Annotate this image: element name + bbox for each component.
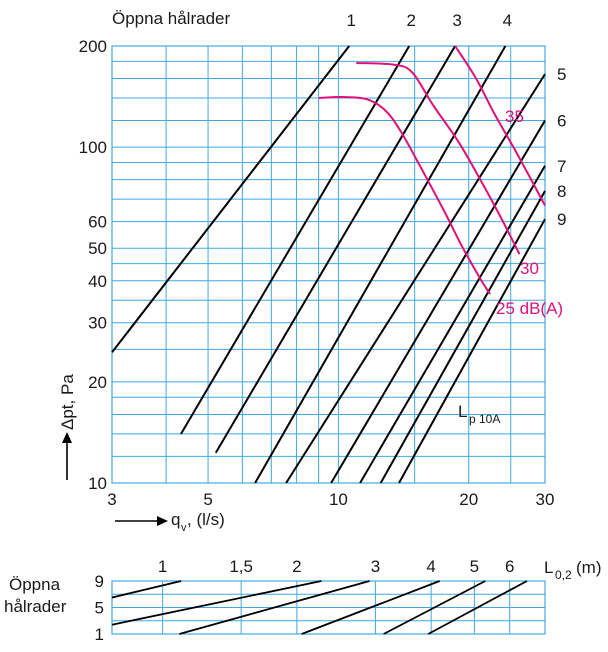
bottom-x-tick-label: 2 [292,557,301,576]
bottom-x-tick-label: 1 [158,557,167,576]
series-label-8: 8 [557,182,566,201]
y-tick-label: 10 [88,474,107,493]
bottom-chart-tick-labels: 1 1,5 2 3 4 5 6 1 5 9 [95,557,515,644]
y-tick-label: 40 [88,272,107,291]
bottom-x-axis-label: L 0,2 (m) [544,558,601,582]
x-tick-label: 20 [459,490,478,509]
sound-curve-label-2: 35 [505,107,524,126]
series-line-7 [359,165,546,484]
y-axis-label: Δpt, Pa [58,374,77,480]
bottom-x-tick-label: 1,5 [229,557,253,576]
series-line-9 [398,218,546,484]
bottom-line-1 [111,580,322,626]
bottom-x-label-sub: 0,2 [555,568,572,582]
y-tick-label: 200 [79,37,107,56]
bottom-line-0 [111,580,182,599]
series-label-5: 5 [557,65,566,84]
series-label-main: L [458,402,467,421]
sound-curve-label-1: 30 [520,259,539,278]
bottom-y-tick-label: 1 [95,625,104,644]
bottom-y-label-line1: Öppna [9,575,61,594]
bottom-x-tick-label: 5 [470,557,479,576]
sound-curve-label-0: 25 dB(A) [496,299,563,318]
bottom-x-tick-label: 6 [505,557,514,576]
bottom-y-label-line2: hålrader [4,597,67,616]
bottom-chart-lines [111,580,528,635]
main-chart-lines [111,45,546,484]
x-axis-label: q v , (l/s) [115,510,225,534]
bottom-chart-grid [111,580,546,635]
top-label-open-rows: Öppna hålrader [112,9,230,28]
bottom-y-tick-label: 9 [95,572,104,591]
series-label-9: 9 [557,210,566,229]
series-label-6: 6 [557,112,566,131]
main-chart-sound-curves: 25 dB(A) 30 35 [318,45,563,318]
bottom-line-5 [427,580,528,635]
series-line-4 [254,45,507,484]
x-tick-label: 5 [203,490,212,509]
series-label-sub: p 10A [469,412,500,426]
bottom-x-tick-label: 3 [371,557,380,576]
series-label-2: 2 [406,11,415,30]
bottom-line-2 [179,580,370,635]
bottom-x-label-main: L [544,558,553,577]
series-line-5 [285,73,546,484]
x-axis-label-rest: , (l/s) [187,510,225,529]
x-tick-label: 3 [107,490,116,509]
bottom-plot-frame [111,580,546,635]
series-label-1: 1 [346,11,355,30]
y-axis-arrow-head [62,432,72,443]
bottom-y-axis-label: Öppna hålrader [4,575,67,616]
x-axis-label-main: q [171,510,180,529]
main-chart-grid [111,45,546,484]
x-tick-label: 10 [329,490,348,509]
x-tick-label: 30 [536,490,555,509]
y-tick-label: 20 [88,373,107,392]
series-line-3 [214,45,456,454]
series-name-label: L p 10A [458,402,500,426]
plot-frame [111,45,546,484]
bottom-x-label-rest: (m) [576,558,601,577]
series-line-8 [379,190,546,484]
y-axis-label-text: Δpt, Pa [58,374,77,430]
y-tick-label: 30 [88,314,107,333]
bottom-y-tick-label: 5 [95,599,104,618]
x-axis-label-sub: v [181,522,187,534]
series-label-7: 7 [557,157,566,176]
x-axis-arrow-head [157,516,168,526]
series-line-6 [330,119,546,484]
bottom-line-4 [383,580,486,635]
y-tick-label: 50 [88,239,107,258]
sound-curve-0 [318,95,491,295]
series-line-2 [180,45,411,435]
series-label-4: 4 [503,11,512,30]
sound-curve-1 [356,62,521,255]
sound-curve-2 [454,45,546,206]
bottom-x-tick-label: 4 [426,557,435,576]
y-tick-label: 60 [88,213,107,232]
series-label-3: 3 [452,11,461,30]
series-line-1 [111,45,350,353]
y-tick-label: 100 [79,138,107,157]
bottom-line-3 [301,580,440,635]
